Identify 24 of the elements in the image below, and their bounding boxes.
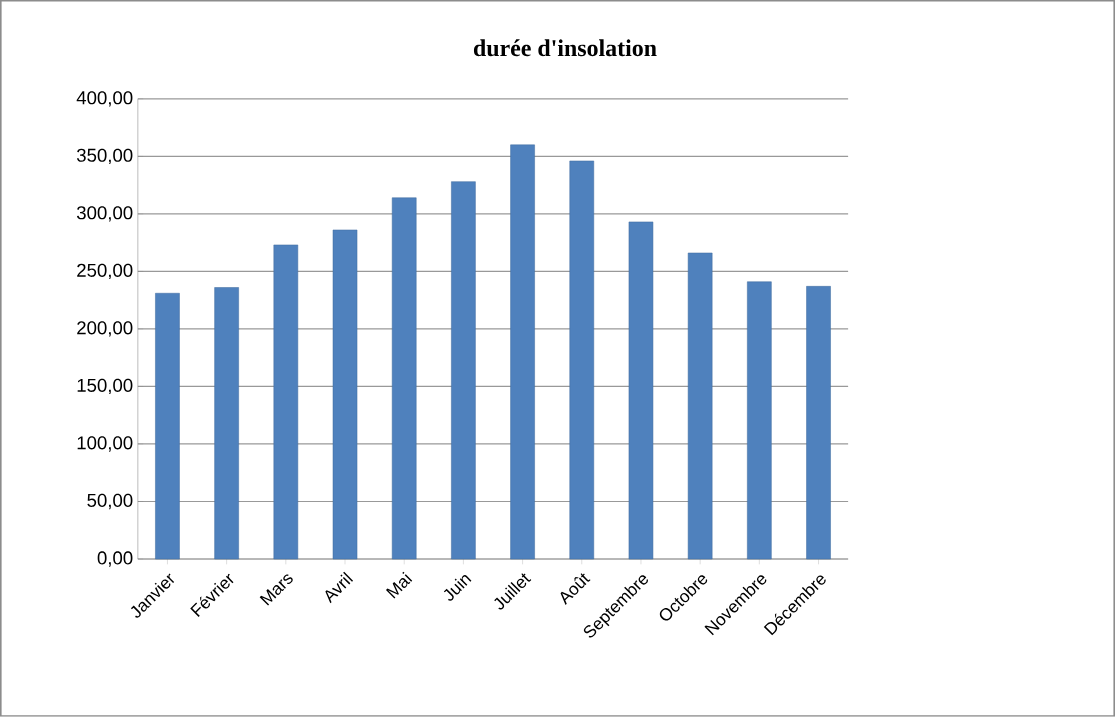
bar [332, 229, 358, 560]
bar [451, 181, 476, 560]
bar [806, 286, 831, 560]
y-tick-label: 350,00 [76, 148, 133, 165]
bar [214, 287, 239, 560]
y-tick-label: 200,00 [77, 321, 133, 337]
bar [628, 221, 654, 560]
y-tick-label: 0,00 [97, 551, 133, 567]
bar [155, 293, 180, 560]
bar [687, 252, 713, 560]
y-tick-label: 250,00 [77, 263, 133, 280]
y-tick-label: 400,00 [76, 91, 133, 107]
bar [391, 197, 417, 560]
x-tick-label: Juin [443, 575, 472, 601]
y-tick-label: 300,00 [76, 206, 133, 222]
x-tick-label: Mai [385, 571, 413, 599]
y-tick-label: 50,00 [87, 493, 133, 510]
chart-title: durée d'insolation [473, 39, 657, 57]
y-tick-label: 150,00 [77, 378, 133, 395]
bar [569, 160, 595, 560]
bar [747, 281, 772, 560]
y-tick-label: 100,00 [77, 436, 133, 452]
bar [510, 144, 535, 560]
bar [273, 244, 299, 560]
